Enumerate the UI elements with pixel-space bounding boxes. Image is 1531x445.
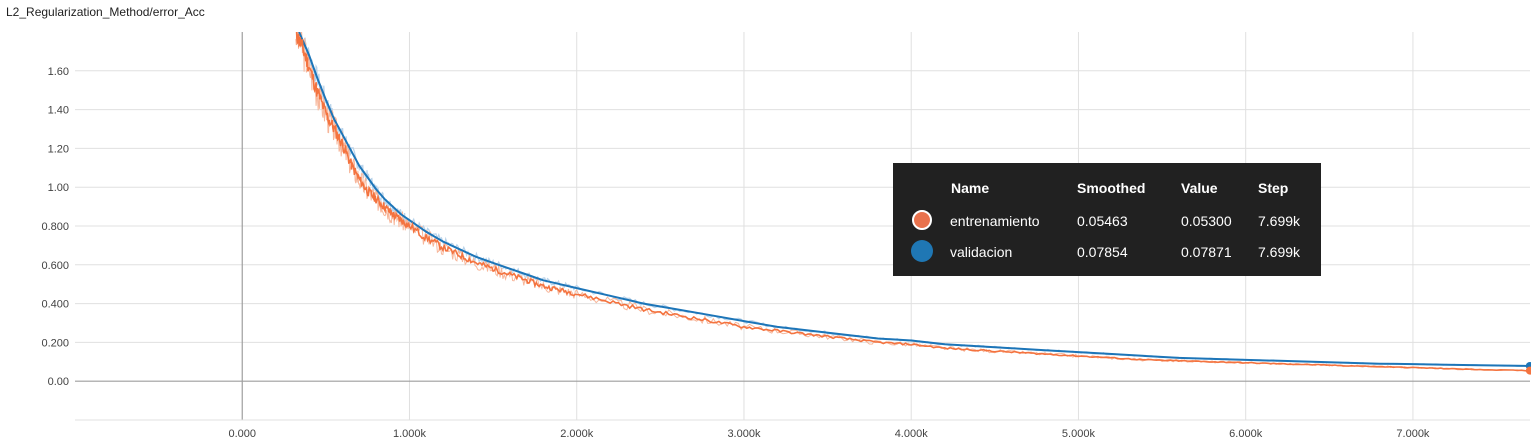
tooltip-row-name: entrenamiento bbox=[950, 213, 1040, 229]
y-tick-label: 1.60 bbox=[48, 66, 69, 78]
chart-title: L2_Regularization_Method/error_Acc bbox=[6, 5, 205, 19]
y-tick-label: 1.20 bbox=[48, 143, 69, 155]
y-tick-label: 0.800 bbox=[41, 221, 69, 233]
x-tick-label: 2.000k bbox=[560, 428, 594, 440]
tooltip-row-smoothed: 0.07854 bbox=[1077, 244, 1128, 260]
series-entrenamiento-point bbox=[1525, 366, 1531, 375]
series-layer bbox=[295, 32, 1531, 375]
tooltip-header-smoothed: Smoothed bbox=[1077, 180, 1146, 196]
tooltip-row-value: 0.05300 bbox=[1181, 213, 1232, 229]
tooltip-row-step: 7.699k bbox=[1258, 244, 1301, 260]
axis-layer bbox=[75, 32, 1530, 421]
y-tick-label: 0.400 bbox=[41, 299, 69, 311]
tooltip-header-name: Name bbox=[951, 180, 990, 196]
series-validacion-line bbox=[298, 32, 1530, 367]
x-tick-label: 3.000k bbox=[727, 428, 761, 440]
x-tick-label: 1.000k bbox=[393, 428, 427, 440]
tooltip-header-step: Step bbox=[1258, 180, 1289, 196]
x-tick-label: 6.000k bbox=[1229, 428, 1263, 440]
y-tick-label: 1.40 bbox=[48, 105, 69, 117]
tooltip-row-value: 0.07871 bbox=[1181, 244, 1232, 260]
x-tick-label: 4.000k bbox=[895, 428, 929, 440]
tooltip: Name Smoothed Value Step entrenamiento 0… bbox=[893, 163, 1321, 276]
y-tick-label: 1.00 bbox=[48, 182, 69, 194]
tooltip-swatch-validacion bbox=[911, 240, 933, 262]
tooltip-row-smoothed: 0.05463 bbox=[1077, 213, 1128, 229]
y-tick-label: 0.600 bbox=[41, 260, 69, 272]
x-tick-label: 7.000k bbox=[1396, 428, 1430, 440]
tooltip-swatch-entrenamiento bbox=[912, 210, 932, 230]
x-tick-label: 0.000 bbox=[228, 428, 256, 440]
y-tick-label: 0.00 bbox=[48, 376, 69, 388]
tooltip-row-name: validacion bbox=[950, 244, 1013, 260]
y-tick-label: 0.200 bbox=[41, 337, 69, 349]
x-tick-label: 5.000k bbox=[1062, 428, 1096, 440]
tooltip-header-value: Value bbox=[1181, 180, 1218, 196]
tick-labels: 0.00 0.200 0.400 0.600 0.800 1.00 1.20 1.40 1.60… bbox=[41, 66, 1429, 440]
series-entrenamiento-line bbox=[295, 32, 1530, 372]
tooltip-row-step: 7.699k bbox=[1258, 213, 1301, 229]
